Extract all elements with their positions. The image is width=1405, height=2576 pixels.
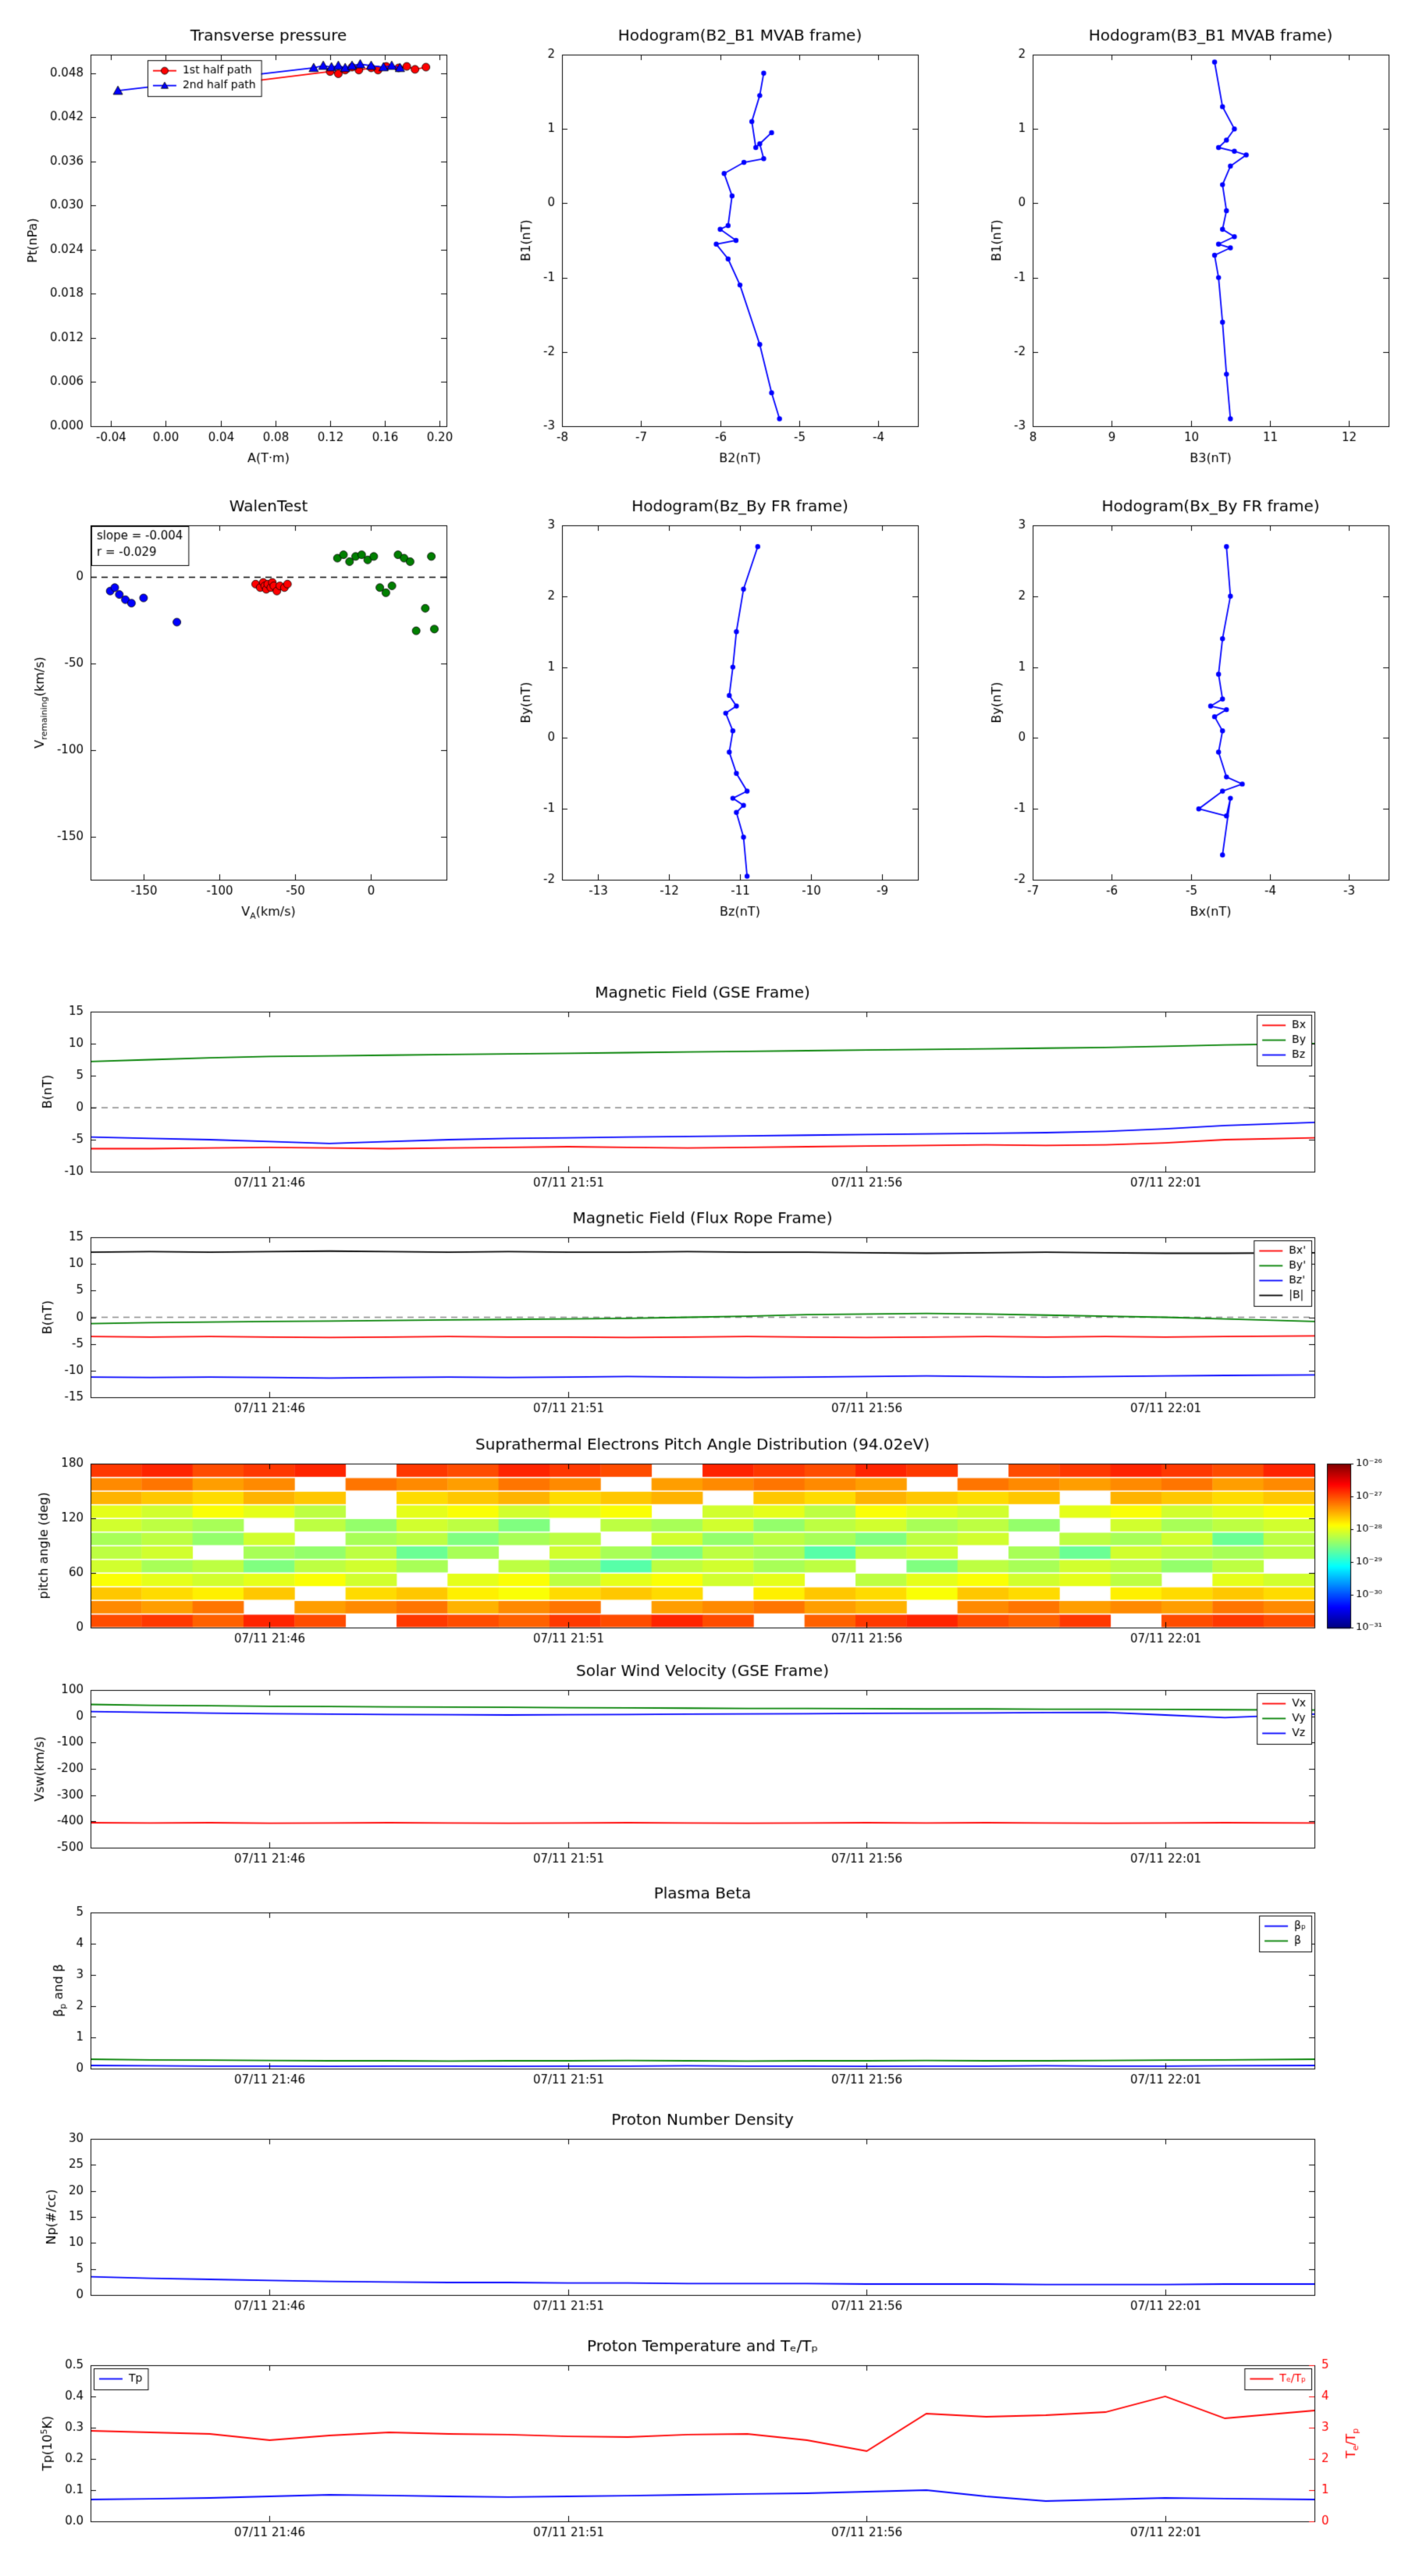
chart-transverse-pressure [0, 0, 484, 500]
chart-magnetic-field-gse [0, 969, 1405, 1211]
chart-hodogram-b2-b1 [484, 0, 952, 500]
chart-proton-temperature [0, 2322, 1405, 2576]
chart-hodogram-bz-by [484, 500, 952, 968]
chart-electron-pitch-angle-distribution [0, 1421, 1405, 1663]
chart-proton-number-density [0, 2096, 1405, 2338]
chart-plasma-beta [0, 1870, 1405, 2112]
chart-hodogram-b3-b1 [952, 0, 1405, 500]
chart-walen-test [0, 500, 484, 968]
chart-solar-wind-velocity [0, 1647, 1405, 1889]
chart-magnetic-field-flux-rope [0, 1194, 1405, 1436]
chart-hodogram-bx-by [952, 500, 1405, 968]
